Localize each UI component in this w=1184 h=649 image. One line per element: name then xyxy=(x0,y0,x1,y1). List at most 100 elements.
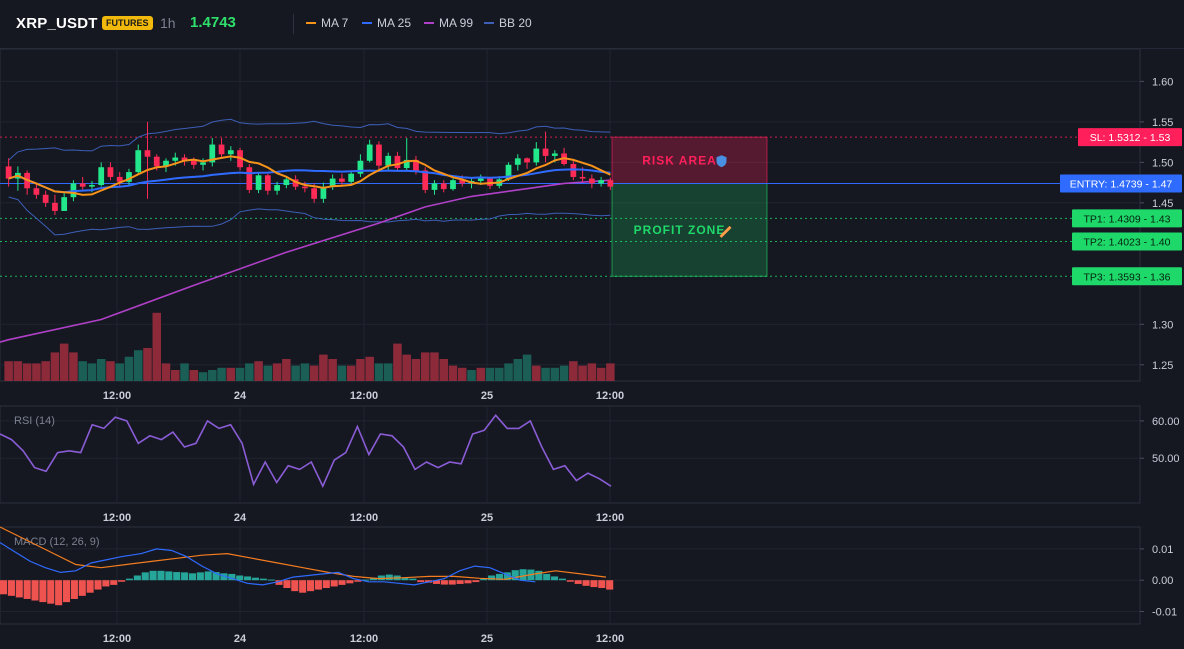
volume-bar xyxy=(402,354,411,381)
macd-line xyxy=(0,542,536,586)
legend-label: MA 7 xyxy=(321,16,349,30)
macd-histogram-bar xyxy=(165,571,173,581)
macd-histogram-bar xyxy=(590,580,598,588)
volume-bar xyxy=(180,363,189,381)
y-tick-label: -0.01 xyxy=(1152,606,1177,618)
macd-histogram-bar xyxy=(417,580,425,583)
candle-body xyxy=(255,175,262,190)
macd-histogram-bar xyxy=(55,580,63,606)
volume-bar xyxy=(522,354,532,381)
candle-body xyxy=(588,178,595,184)
macd-histogram-bar xyxy=(141,572,149,581)
legend-label: BB 20 xyxy=(499,16,532,30)
candle-body xyxy=(348,173,355,182)
x-tick-label: 12:00 xyxy=(596,633,624,645)
bollinger-lower-line xyxy=(8,196,611,236)
legend-swatch xyxy=(484,22,494,24)
candle-body xyxy=(172,157,179,161)
profit-zone-label: PROFIT ZONE xyxy=(634,223,726,237)
last-price: 1.4743 xyxy=(190,14,236,31)
volume-bar xyxy=(374,363,384,381)
legend-ma7[interactable]: MA 7 xyxy=(306,16,348,30)
timeframe-label[interactable]: 1h xyxy=(160,15,176,31)
volume-bar xyxy=(504,363,513,381)
volume-bar xyxy=(365,356,374,381)
macd-histogram-bar xyxy=(125,578,134,581)
legend-ma25[interactable]: MA 25 xyxy=(362,16,411,30)
volume-bar xyxy=(319,354,328,381)
volume-bar xyxy=(133,350,143,381)
macd-histogram-bar xyxy=(299,580,307,593)
macd-histogram-bar xyxy=(31,580,39,601)
macd-histogram-bar xyxy=(472,580,480,583)
volume-bar xyxy=(393,343,402,381)
y-tick-label: 0.01 xyxy=(1152,544,1173,556)
macd-histogram-bar xyxy=(535,570,543,581)
macd-histogram-bar xyxy=(503,572,511,581)
volume-bar xyxy=(467,370,476,381)
candle-body xyxy=(144,150,151,157)
macd-histogram-bar xyxy=(456,580,464,584)
volume-bar xyxy=(457,367,467,381)
volume-bar xyxy=(22,363,32,381)
macd-histogram-bar xyxy=(244,576,252,581)
macd-histogram-bar xyxy=(574,580,582,584)
volume-bar xyxy=(550,367,560,381)
macd-histogram-bar xyxy=(102,580,110,587)
macd-histogram-bar xyxy=(23,580,31,599)
pane-frame xyxy=(0,405,1141,504)
price-tag-label: ENTRY: 1.4739 - 1.47 xyxy=(1070,179,1173,191)
macd-histogram-bar xyxy=(133,575,141,581)
volume-bar xyxy=(208,370,217,381)
volume-bar xyxy=(282,359,291,381)
candle-body xyxy=(339,178,345,182)
candle-body xyxy=(200,162,206,165)
candle-body xyxy=(89,185,95,187)
pane-frame xyxy=(0,48,1141,382)
x-tick-label: 12:00 xyxy=(103,512,131,524)
symbol-label[interactable]: XRP_USDT xyxy=(16,15,98,32)
candle-body xyxy=(283,179,290,186)
volume-bar xyxy=(559,365,569,381)
bollinger-upper-line xyxy=(8,118,611,161)
price-tag-label: TP1: 1.4309 - 1.43 xyxy=(1084,213,1171,225)
macd-histogram-bar xyxy=(7,580,15,596)
legend-ma99[interactable]: MA 99 xyxy=(424,16,473,30)
x-tick-label: 24 xyxy=(234,390,247,402)
volume-bar xyxy=(245,363,254,381)
candle-body xyxy=(116,176,123,182)
candle-body xyxy=(422,170,429,190)
macd-histogram-bar xyxy=(369,577,378,581)
macd-histogram-bar xyxy=(511,570,519,581)
macd-histogram-bar xyxy=(157,570,165,581)
candle-body xyxy=(329,178,336,187)
volume-bar xyxy=(300,363,310,381)
volume-bar xyxy=(217,367,226,381)
candle-body xyxy=(440,183,447,190)
legend-swatch xyxy=(424,22,434,24)
candle-body xyxy=(42,194,49,203)
macd-histogram-bar xyxy=(291,580,299,592)
candle-body xyxy=(98,167,105,186)
volume-bar xyxy=(32,363,41,381)
volume-bar xyxy=(41,361,50,381)
legend-bb20[interactable]: BB 20 xyxy=(484,16,532,30)
volume-bar xyxy=(328,359,337,381)
candle-body xyxy=(190,160,197,165)
x-tick-label: 12:00 xyxy=(596,512,624,524)
candle-body xyxy=(218,144,225,155)
ma99-line xyxy=(0,179,611,343)
macd-histogram-bar xyxy=(259,578,267,581)
macd-histogram-bar xyxy=(354,580,362,582)
candle-body xyxy=(598,180,604,184)
sl-price-tag xyxy=(1078,128,1182,147)
volume-bar xyxy=(309,365,319,381)
legend-swatch xyxy=(306,22,316,24)
macd-histogram-bar xyxy=(86,580,94,593)
candle-body xyxy=(450,180,456,190)
macd-histogram-bar xyxy=(283,580,291,589)
volume-bar xyxy=(226,367,236,381)
macd-histogram-bar xyxy=(62,580,71,603)
